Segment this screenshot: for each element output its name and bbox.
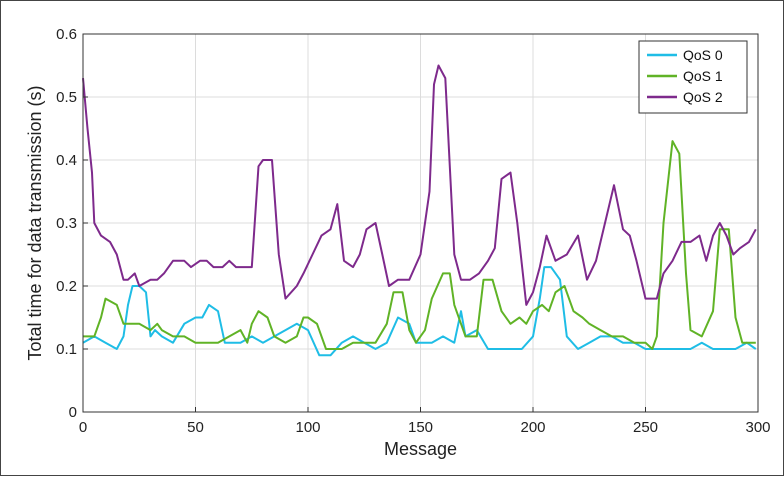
series-line-qos-1 [83, 140, 756, 350]
legend-entry: QoS 0 [683, 47, 723, 63]
x-tick-label: 200 [520, 419, 545, 436]
legend-entry: QoS 2 [683, 89, 723, 105]
x-axis-label: Message [384, 439, 457, 459]
legend-entry: QoS 1 [683, 68, 723, 84]
y-tick-label: 0 [69, 404, 77, 421]
y-tick-label: 0.3 [56, 215, 77, 232]
series-lines [82, 64, 757, 357]
y-axis-label: Total time for data transmission (s) [25, 85, 45, 360]
ticks: 0 50 100 150 200 250 300 0 0.1 0.2 0.3 0.4 0.5 0.6 [56, 26, 770, 436]
x-tick-label: 150 [408, 419, 433, 436]
y-tick-label: 0.6 [56, 26, 77, 43]
y-tick-label: 0.4 [56, 152, 77, 169]
x-tick-label: 50 [187, 419, 204, 436]
y-tick-label: 0.2 [56, 278, 77, 295]
x-tick-label: 300 [745, 419, 770, 436]
x-tick-label: 100 [295, 419, 320, 436]
series-line-qos-2 [82, 64, 757, 306]
x-tick-label: 0 [79, 419, 87, 436]
series-line-qos-0 [82, 266, 757, 357]
legend: QoS 0 QoS 1 QoS 2 [638, 40, 748, 114]
y-tick-label: 0.1 [56, 341, 77, 358]
x-tick-label: 250 [633, 419, 658, 436]
y-tick-label: 0.5 [56, 89, 77, 106]
